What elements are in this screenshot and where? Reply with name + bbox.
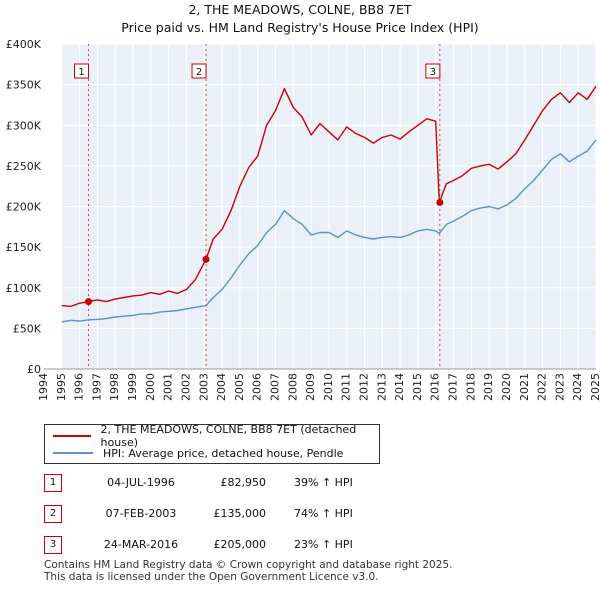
- sale-row: 1 04-JUL-1996 £82,950 39% ↑ HPI: [44, 474, 584, 492]
- x-tick-label: 2003: [197, 373, 210, 401]
- sale-label-box: [191, 63, 207, 79]
- x-tick-label: 1994: [37, 373, 50, 401]
- sale-date: 04-JUL-1996: [107, 476, 175, 489]
- x-tick-label: 2002: [179, 373, 192, 401]
- x-tick-label: 1999: [126, 373, 139, 401]
- x-tick-label: 2024: [571, 373, 584, 401]
- x-tick-label: 2021: [518, 373, 531, 401]
- x-tick-label: 2000: [144, 373, 157, 401]
- sale-hpi-change: 23% ↑ HPI: [294, 538, 353, 551]
- legend-swatch-property: [53, 435, 91, 437]
- y-tick-label: £200K: [6, 201, 42, 214]
- legend-item-property: 2, THE MEADOWS, COLNE, BB8 7ET (detached…: [53, 423, 379, 449]
- y-tick-label: £150K: [6, 241, 42, 254]
- x-tick-label: 1998: [108, 373, 121, 401]
- legend: 2, THE MEADOWS, COLNE, BB8 7ET (detached…: [44, 423, 380, 464]
- sale-price: £135,000: [213, 507, 267, 520]
- sale-hpi-change: 39% ↑ HPI: [294, 476, 353, 489]
- x-tick-label: 2013: [375, 373, 388, 401]
- sale-point: [85, 298, 93, 306]
- sale-label: 3: [430, 67, 436, 78]
- sale-label: 1: [78, 67, 84, 78]
- x-tick-label: 2019: [482, 373, 495, 401]
- x-tick-label: 2015: [411, 373, 424, 401]
- sale-date: 24-MAR-2016: [103, 538, 179, 551]
- x-tick-label: 2010: [322, 373, 335, 401]
- x-tick-label: 1997: [90, 373, 103, 401]
- x-tick-label: 2023: [553, 373, 566, 401]
- x-tick-label: 2008: [286, 373, 299, 401]
- x-tick-label: 2001: [162, 373, 175, 401]
- sale-hpi-change: 74% ↑ HPI: [294, 507, 353, 520]
- x-tick-label: 2011: [340, 373, 353, 401]
- sale-label-box: [74, 63, 90, 79]
- x-tick-label: 2018: [464, 373, 477, 401]
- x-tick-label: 2006: [251, 373, 264, 401]
- sale-price: £205,000: [213, 538, 267, 551]
- footer-copyright: Contains HM Land Registry data © Crown c…: [44, 559, 453, 571]
- x-tick-label: 2017: [447, 373, 460, 401]
- legend-swatch-hpi: [53, 452, 93, 454]
- series-line: [61, 139, 597, 323]
- legend-item-hpi: HPI: Average price, detached house, Pend…: [53, 445, 343, 461]
- sale-date: 07-FEB-2003: [105, 507, 177, 520]
- x-tick-label: 2004: [215, 373, 228, 401]
- y-tick-label: £100K: [6, 282, 42, 295]
- y-tick-label: £400K: [6, 38, 42, 51]
- sale-label-box: [425, 63, 441, 79]
- x-tick-label: 2012: [358, 373, 371, 401]
- chart-title: 2, THE MEADOWS, COLNE, BB8 7ET: [188, 2, 412, 17]
- y-tick-label: £250K: [6, 160, 42, 173]
- y-tick-label: £0: [27, 363, 41, 376]
- sale-marker-box: 1: [44, 474, 62, 492]
- x-tick-label: 2005: [233, 373, 246, 401]
- sale-row: 2 07-FEB-2003 £135,000 74% ↑ HPI: [44, 505, 584, 523]
- x-tick-label: 2025: [589, 373, 600, 401]
- x-tick-label: 2007: [268, 373, 281, 401]
- sale-marker-box: 3: [44, 536, 62, 554]
- chart-subtitle: Price paid vs. HM Land Registry's House …: [121, 20, 479, 35]
- series-line: [61, 85, 597, 308]
- y-tick-label: £50K: [13, 322, 42, 335]
- x-tick-label: 2020: [500, 373, 513, 401]
- sale-price: £82,950: [220, 476, 267, 489]
- y-tick-label: £350K: [6, 79, 42, 92]
- legend-label-hpi: HPI: Average price, detached house, Pend…: [103, 446, 344, 460]
- sale-marker-box: 2: [44, 505, 62, 523]
- x-tick-label: 2022: [536, 373, 549, 401]
- x-tick-label: 1995: [55, 373, 68, 401]
- sale-point: [436, 198, 444, 206]
- price-chart: £0 £50K £100K £150K £200K £250K £300K £350K £400…: [6, 38, 600, 401]
- x-tick-label: 2016: [429, 373, 442, 401]
- x-tick-label: 2009: [304, 373, 317, 401]
- footer: Contains HM Land Registry data © Crown c…: [44, 559, 452, 583]
- x-tick-label: 1996: [73, 373, 86, 401]
- footer-licence: This data is licensed under the Open Gov…: [44, 571, 379, 583]
- legend-label-property: 2, THE MEADOWS, COLNE, BB8 7ET (detached…: [100, 423, 357, 449]
- y-tick-label: £300K: [6, 119, 42, 132]
- sale-point: [202, 255, 210, 263]
- sale-row: 3 24-MAR-2016 £205,000 23% ↑ HPI: [44, 536, 584, 554]
- sale-label: 2: [196, 67, 202, 78]
- x-tick-label: 2014: [393, 373, 406, 401]
